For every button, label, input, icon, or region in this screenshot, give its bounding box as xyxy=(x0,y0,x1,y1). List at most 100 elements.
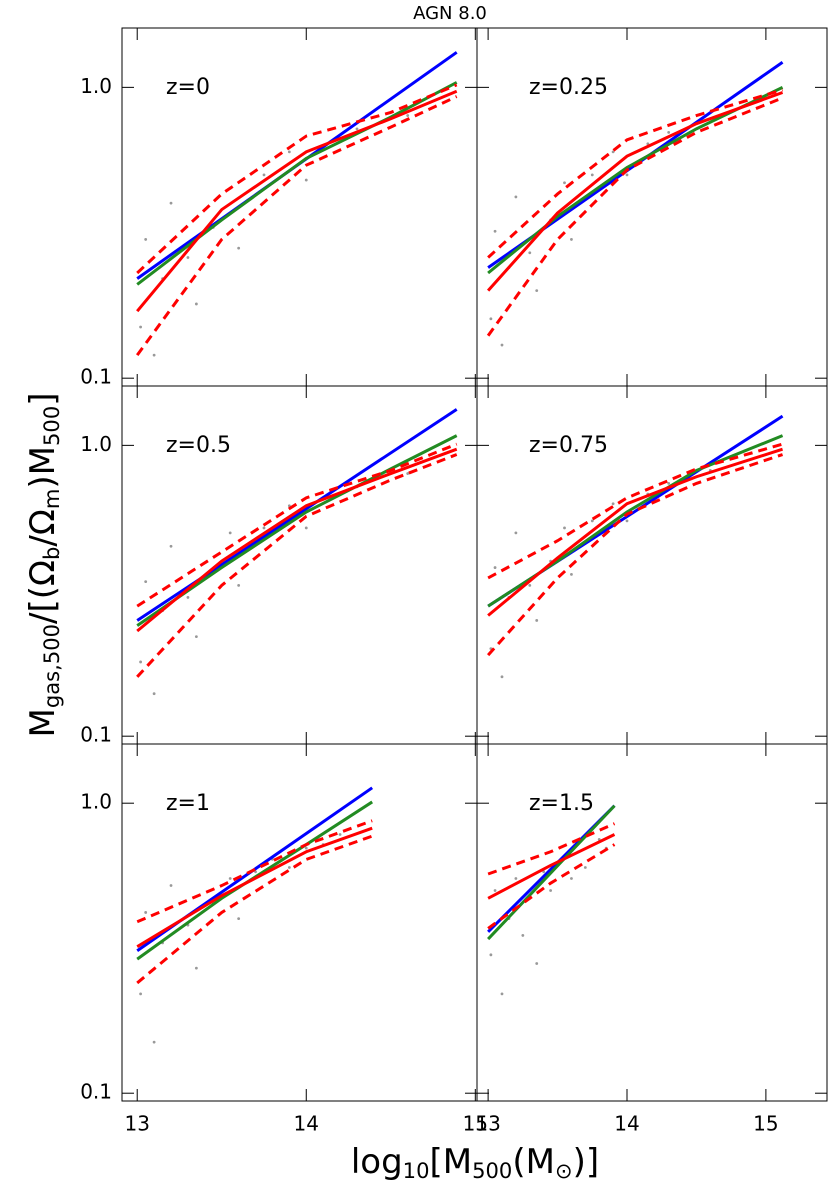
panel-annotation: z=1.5 xyxy=(529,791,594,816)
scatter-point xyxy=(304,526,308,530)
line xyxy=(136,826,373,948)
y-tick-label: 0.1 xyxy=(80,723,112,747)
scatter-point xyxy=(646,142,650,146)
line xyxy=(486,91,784,292)
line xyxy=(136,89,458,313)
scatter-point xyxy=(355,127,359,131)
panel: 0.1 1.0 13 14 15 z=1 xyxy=(80,743,488,1136)
line xyxy=(487,86,784,275)
scatter-point xyxy=(514,195,518,199)
x-tick-label: 14 xyxy=(614,1112,639,1136)
scatter-point xyxy=(611,150,615,154)
scatter-point xyxy=(194,302,198,306)
scatter-point xyxy=(493,566,497,569)
dashed-line xyxy=(136,83,458,275)
scatter-point xyxy=(237,583,241,587)
panel-annotation: z=0.25 xyxy=(529,75,608,100)
scatter-point xyxy=(152,692,156,696)
scatter-point xyxy=(535,962,539,965)
dashed-line xyxy=(486,96,784,337)
scatter-point xyxy=(139,660,142,664)
scatter-point xyxy=(500,343,504,347)
label-subscript: m xyxy=(39,489,64,510)
scatter-point xyxy=(583,866,587,869)
scatter-point xyxy=(186,256,190,259)
panel: 0.1 1.0 z=0 xyxy=(80,27,478,389)
panel-annotation: z=0.5 xyxy=(166,433,231,458)
x-axis-label: log10[M500(M⊙)] xyxy=(351,1142,599,1184)
label-part: M xyxy=(23,708,63,737)
scatter-point xyxy=(667,131,671,134)
scatter-point xyxy=(228,531,232,535)
scatter-point xyxy=(625,519,629,523)
scatter-point xyxy=(625,173,629,177)
scatter-point xyxy=(521,934,525,937)
scatter-point xyxy=(152,353,156,357)
scatter-point xyxy=(535,289,539,293)
scatter-point xyxy=(514,877,518,880)
label-part: [M xyxy=(430,1142,473,1182)
line xyxy=(487,447,784,617)
label-subscript: 500 xyxy=(39,406,64,446)
scatter-point xyxy=(144,911,148,914)
x-tick-label: 13 xyxy=(475,1112,500,1136)
scatter-point xyxy=(563,181,566,185)
scatter-point xyxy=(590,519,594,523)
panel: z=0.25 xyxy=(476,27,828,387)
dashed-line xyxy=(487,88,783,259)
panel: z=0.75 xyxy=(476,385,828,745)
label-part: )M xyxy=(23,446,63,489)
dashed-line xyxy=(487,822,616,876)
scatter-point xyxy=(406,472,410,475)
scatter-point xyxy=(528,583,532,587)
scatter-point xyxy=(169,884,173,887)
scatter-point xyxy=(228,877,232,880)
x-tick-label: 14 xyxy=(294,1112,319,1136)
panel-frame xyxy=(476,743,828,1102)
scatter-point xyxy=(590,173,594,177)
x-tick-label: 15 xyxy=(463,1112,488,1136)
dashed-line xyxy=(487,843,616,930)
scatter-point xyxy=(570,572,573,576)
scatter-point xyxy=(611,502,615,506)
scatter-point xyxy=(237,246,241,250)
line xyxy=(487,804,616,941)
label-part: /[(Ω xyxy=(23,560,63,624)
line xyxy=(136,434,458,627)
dashed-line xyxy=(487,442,783,580)
x-tick-label: 15 xyxy=(753,1112,778,1136)
scatter-point xyxy=(237,917,241,921)
scatter-point xyxy=(563,526,566,530)
scatter-point xyxy=(139,992,142,996)
label-subscript: gas,500 xyxy=(39,624,64,708)
scatter-point xyxy=(287,866,291,869)
label-subscript: 10 xyxy=(403,1158,430,1183)
scatter-point xyxy=(493,889,497,892)
scatter-point xyxy=(194,635,198,639)
label-part: ] xyxy=(23,392,63,405)
scatter-point xyxy=(144,580,148,584)
scatter-point xyxy=(304,178,308,182)
figure-title: AGN 8.0 xyxy=(413,3,487,24)
scatter-point xyxy=(514,531,518,535)
label-part: (M xyxy=(512,1142,555,1182)
dashed-line xyxy=(136,819,373,924)
dashed-line xyxy=(486,453,784,657)
dashed-line xyxy=(136,453,458,678)
scatter-point xyxy=(152,1040,156,1044)
y-tick-label: 1.0 xyxy=(80,432,112,456)
panel: 13 14 15 z=1.5 xyxy=(475,743,828,1136)
scatter-point xyxy=(262,526,266,530)
line xyxy=(136,447,458,633)
scatter-point xyxy=(528,251,532,255)
scatter-point xyxy=(287,150,291,154)
dashed-line xyxy=(136,95,458,357)
y-tick-label: 0.1 xyxy=(80,365,112,389)
scatter-point xyxy=(406,114,410,117)
label-part: log xyxy=(351,1142,403,1182)
scatter-point xyxy=(535,619,539,622)
label-subscript: b xyxy=(39,547,64,560)
scatter-point xyxy=(169,201,173,205)
y-tick-label: 0.1 xyxy=(80,1080,112,1104)
